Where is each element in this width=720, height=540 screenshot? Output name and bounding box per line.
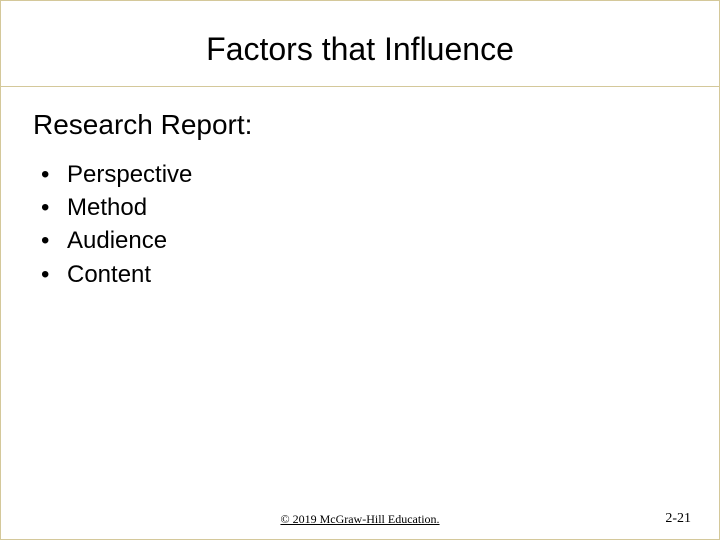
bullet-label: Perspective bbox=[67, 161, 192, 188]
bullet-label: Audience bbox=[67, 227, 167, 254]
list-item: • Method bbox=[39, 192, 687, 223]
content-region: Research Report: • Perspective • Method … bbox=[1, 87, 719, 290]
bullet-label: Content bbox=[67, 261, 151, 288]
bullet-icon: • bbox=[41, 225, 49, 256]
slide-subheading: Research Report: bbox=[33, 109, 687, 141]
list-item: • Content bbox=[39, 259, 687, 290]
slide-container: Factors that Influence Research Report: … bbox=[0, 0, 720, 540]
page-number: 2-21 bbox=[665, 511, 691, 527]
bullet-icon: • bbox=[41, 192, 49, 223]
list-item: • Audience bbox=[39, 225, 687, 256]
bullet-icon: • bbox=[41, 259, 49, 290]
slide-title: Factors that Influence bbox=[1, 31, 719, 68]
title-region: Factors that Influence bbox=[1, 1, 719, 87]
bullet-list: • Perspective • Method • Audience • Cont… bbox=[33, 159, 687, 290]
bullet-icon: • bbox=[41, 159, 49, 190]
copyright-text: © 2019 McGraw-Hill Education. bbox=[280, 512, 439, 527]
bullet-label: Method bbox=[67, 194, 147, 221]
list-item: • Perspective bbox=[39, 159, 687, 190]
